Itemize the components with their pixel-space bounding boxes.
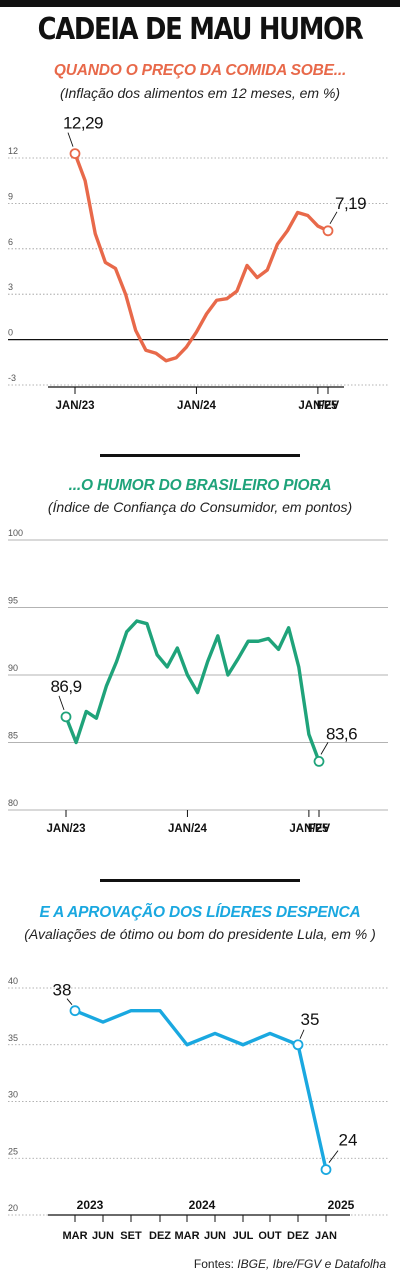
appr-y-tick-label: 35 [8, 1033, 18, 1043]
appr-x-tick-label: JUN [92, 1230, 114, 1242]
conf-y-tick-label: 95 [8, 596, 18, 606]
page-title: CADEIA DE MAU HUMOR [37, 12, 364, 47]
appr-year-label: 2024 [189, 1198, 216, 1212]
food-point-marker [322, 225, 334, 237]
appr-annotation-leader [328, 1150, 339, 1163]
conf-data-label: 83,6 [326, 724, 357, 743]
food-series-line [73, 151, 330, 363]
section-divider-1 [100, 454, 300, 457]
conf-x-tick-label: FEV [308, 823, 331, 835]
food-x-tick-label: JAN/23 [56, 400, 95, 412]
conf-annotation-leader [320, 742, 329, 755]
appr-data-label: 35 [301, 1010, 320, 1029]
appr-point-marker [320, 1164, 332, 1176]
section-3-subtitle: (Avaliações de ótimo ou bom do president… [24, 926, 376, 942]
appr-data-label: 24 [339, 1131, 358, 1150]
source-prefix: Fontes: [193, 1257, 238, 1271]
conf-y-tick-label: 90 [8, 663, 18, 673]
food-y-tick-label: 0 [8, 328, 13, 338]
appr-annotation-leader [299, 1029, 305, 1039]
food-y-tick-label: 9 [8, 191, 13, 201]
top-rule [0, 0, 400, 7]
conf-x-tick-label: JAN/24 [168, 823, 208, 835]
food-data-label: 7,19 [335, 194, 366, 213]
appr-x-tick-label: DEZ [149, 1230, 171, 1242]
appr-y-tick-label: 40 [8, 976, 18, 986]
section-1-title: QUANDO O PREÇO DA COMIDA SOBE... [53, 62, 347, 79]
appr-x-tick-label: OUT [258, 1230, 282, 1242]
food-point-marker [69, 148, 81, 160]
conf-x-tick-label: JAN/23 [47, 823, 86, 835]
appr-x-tick-label: JUN [204, 1230, 226, 1242]
section-divider-2 [100, 879, 300, 882]
food-annotation-leader [329, 211, 338, 225]
food-annotation-leader [67, 132, 74, 147]
appr-x-tick-label: JUL [233, 1230, 254, 1242]
conf-y-tick-label: 85 [8, 731, 18, 741]
conf-y-tick-label: 100 [8, 528, 23, 538]
source-note: Fontes: IBGE, Ibre/FGV e Datafolha [194, 1257, 386, 1271]
food-y-tick-label: -3 [8, 373, 16, 383]
section-3-title: E A APROVAÇÃO DOS LÍDERES DESPENCA [39, 904, 361, 921]
appr-y-tick-label: 20 [8, 1203, 18, 1213]
source-names: IBGE, Ibre/FGV e Datafolha [237, 1257, 386, 1271]
food-y-tick-label: 12 [8, 146, 18, 156]
appr-y-tick-label: 25 [8, 1146, 18, 1156]
appr-point-marker [292, 1039, 304, 1051]
food-data-label: 12,29 [63, 114, 103, 133]
conf-point-marker [313, 755, 325, 767]
appr-point-marker [69, 1005, 81, 1017]
appr-series-line [73, 1009, 328, 1172]
appr-x-tick-label: DEZ [287, 1230, 309, 1242]
conf-x-tick-label: JAN/25 [289, 823, 329, 835]
appr-year-label: 2023 [77, 1198, 104, 1212]
food-y-tick-label: 3 [8, 282, 13, 292]
appr-x-tick-label: SET [120, 1230, 142, 1242]
conf-data-label: 86,9 [50, 677, 81, 696]
food-y-tick-label: 6 [8, 237, 13, 247]
conf-y-tick-label: 80 [8, 798, 18, 808]
appr-y-tick-label: 30 [8, 1090, 18, 1100]
appr-data-label: 38 [53, 981, 72, 1000]
food-x-tick-label: JAN/25 [298, 400, 338, 412]
appr-annotation-leader [66, 998, 73, 1005]
food-x-tick-label: FEV [317, 400, 340, 412]
section-2-title: ...O HUMOR DO BRASILEIRO PIORA [68, 477, 332, 494]
conf-annotation-leader [58, 695, 65, 711]
appr-year-label: 2025 [328, 1198, 355, 1212]
section-1-subtitle: (Inflação dos alimentos em 12 meses, em … [59, 85, 341, 101]
appr-x-tick-label: MAR [174, 1230, 199, 1242]
conf-point-marker [60, 711, 72, 723]
food-x-tick-label: JAN/24 [177, 400, 217, 412]
conf-series-line [64, 619, 321, 764]
appr-x-tick-label: JAN [315, 1230, 337, 1242]
appr-x-tick-label: MAR [62, 1230, 87, 1242]
section-2-subtitle: (Índice de Confiança do Consumidor, em p… [47, 499, 353, 515]
